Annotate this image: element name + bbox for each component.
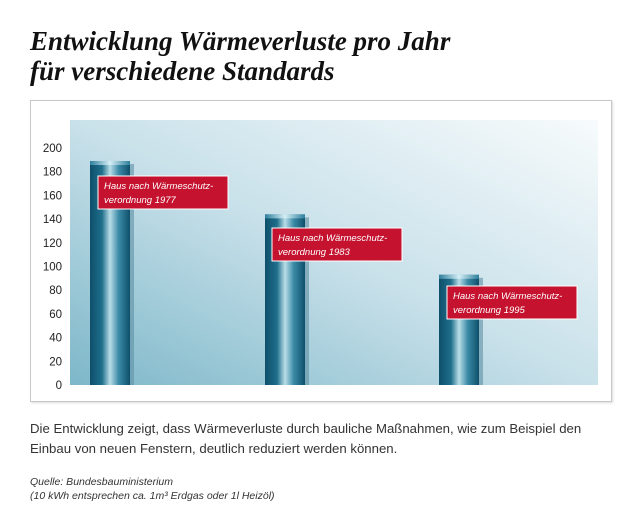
y-tick-label: 80: [49, 285, 62, 297]
y-tick-label: 200: [43, 143, 62, 155]
y-tick-label: 160: [43, 190, 62, 202]
source-line-1: Quelle: Bundesbauministerium: [30, 476, 173, 488]
bar-label-box: [97, 175, 229, 210]
chart-title-line-2: für verschiedene Standards: [30, 56, 335, 86]
bar-label: Haus nach Wärmeschutz-verordnung 1983: [271, 227, 403, 262]
y-tick-label: 60: [49, 309, 62, 321]
bar-label-text: verordnung 1983: [278, 247, 351, 258]
y-tick-label: 20: [49, 356, 62, 368]
bar-shadow: [305, 217, 309, 385]
source-line-2: (10 kWh entsprechen ca. 1m³ Erdgas oder …: [30, 490, 275, 502]
y-tick-label: 40: [49, 333, 62, 345]
y-tick-label: 180: [43, 167, 62, 179]
y-tick-label: 140: [43, 214, 62, 226]
bar-labels: Haus nach Wärmeschutz-verordnung 1977Hau…: [97, 175, 578, 320]
bar-shadow: [130, 164, 134, 385]
bar-cap: [90, 161, 130, 166]
bar-shadow: [479, 277, 483, 385]
chart-title: Entwicklung Wärmeverluste pro Jahr für v…: [30, 26, 450, 86]
bar-cap: [439, 274, 479, 279]
y-tick-label: 100: [43, 262, 62, 274]
chart-title-line-1: Entwicklung Wärmeverluste pro Jahr: [30, 26, 451, 56]
bar-cap: [265, 214, 305, 219]
y-axis: 0 20 40 60 80 100 120 140 160 180 200: [43, 143, 62, 392]
bar-label: Haus nach Wärmeschutz-verordnung 1995: [446, 285, 578, 320]
bar-label-text: verordnung 1977: [104, 195, 177, 206]
bar-label-text: verordnung 1995: [453, 305, 526, 316]
source-note: Quelle: Bundesbauministerium (10 kWh ent…: [30, 475, 275, 503]
bar-label-text: Haus nach Wärmeschutz-: [104, 181, 213, 192]
y-tick-label: 120: [43, 238, 62, 250]
bar-label-text: Haus nach Wärmeschutz-: [453, 291, 562, 302]
bar-label-text: Haus nach Wärmeschutz-: [278, 233, 387, 244]
bar-label-box: [271, 227, 403, 262]
chart-caption: Die Entwicklung zeigt, dass Wärmeverlust…: [30, 421, 582, 456]
y-tick-label: 0: [56, 380, 62, 392]
bar-label: Haus nach Wärmeschutz-verordnung 1977: [97, 175, 229, 210]
bar-label-box: [446, 285, 578, 320]
